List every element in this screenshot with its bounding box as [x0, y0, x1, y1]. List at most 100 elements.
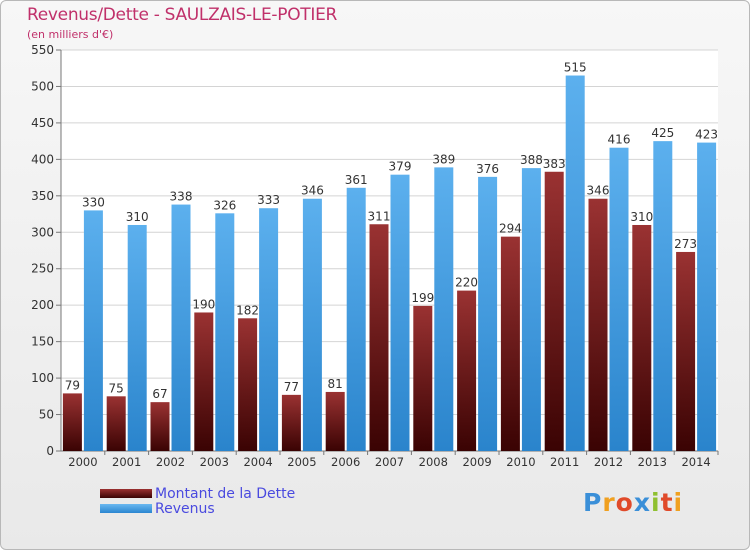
x-tick-label: 2009 [462, 455, 491, 469]
x-tick-label: 2005 [287, 455, 316, 469]
data-label-dette: 77 [284, 380, 299, 394]
bar-revenus [565, 75, 585, 451]
chart-title: Revenus/Dette - SAULZAIS-LE-POTIER [27, 5, 338, 25]
y-tick-label: 300 [31, 225, 54, 239]
y-tick-label: 200 [31, 298, 54, 312]
data-label-dette: 311 [368, 209, 391, 223]
data-label-revenus: 361 [345, 173, 368, 187]
data-label-dette: 81 [328, 377, 343, 391]
bar-dette [413, 305, 433, 451]
bar-dette [457, 290, 477, 451]
bar-revenus [302, 198, 322, 451]
data-label-revenus: 389 [432, 152, 455, 166]
bar-dette [325, 391, 345, 451]
data-label-revenus: 515 [564, 61, 587, 75]
data-label-revenus: 388 [520, 153, 543, 167]
bar-revenus [127, 224, 147, 451]
data-label-dette: 220 [455, 276, 478, 290]
x-tick-label: 2002 [156, 455, 185, 469]
data-label-revenus: 333 [257, 193, 280, 207]
data-label-dette: 79 [65, 378, 80, 392]
bar-dette [544, 171, 564, 451]
data-label-dette: 273 [674, 237, 697, 251]
legend-swatch-dette [100, 489, 152, 498]
bar-dette [676, 251, 696, 451]
logo-letter: x [633, 488, 651, 517]
data-label-dette: 199 [411, 291, 434, 305]
bar-dette [106, 396, 126, 451]
bar-revenus [346, 187, 366, 451]
data-label-revenus: 346 [301, 184, 324, 198]
y-tick-label: 400 [31, 152, 54, 166]
x-tick-label: 2014 [681, 455, 710, 469]
data-label-revenus: 338 [170, 190, 193, 204]
y-tick-label: 350 [31, 189, 54, 203]
x-tick-label: 2012 [594, 455, 623, 469]
x-tick-label: 2008 [419, 455, 448, 469]
y-tick-label: 250 [31, 262, 54, 276]
bar-dette [194, 312, 214, 451]
x-tick-label: 2013 [638, 455, 667, 469]
y-tick-label: 500 [31, 79, 54, 93]
plot-area [61, 50, 718, 451]
bar-dette [238, 318, 258, 451]
data-label-dette: 67 [152, 387, 167, 401]
bar-dette [369, 224, 389, 451]
data-label-revenus: 425 [651, 126, 674, 140]
logo-letter: o [615, 488, 634, 517]
bar-revenus [697, 142, 717, 451]
bar-revenus [259, 208, 279, 451]
bar-revenus [478, 176, 498, 451]
bar-revenus [609, 147, 629, 451]
logo-letter: i [651, 488, 661, 517]
data-label-revenus: 416 [608, 133, 631, 147]
data-label-dette: 346 [587, 184, 610, 198]
bar-dette [62, 393, 82, 451]
x-tick-label: 2010 [506, 455, 535, 469]
bar-revenus [390, 174, 410, 451]
bar-revenus [171, 204, 191, 451]
bar-dette [632, 224, 652, 451]
legend-swatch-revenus [100, 504, 152, 513]
logo-letter: P [583, 488, 603, 517]
bar-revenus [83, 210, 103, 451]
x-tick-label: 2003 [200, 455, 229, 469]
bar-revenus [653, 141, 673, 452]
x-tick-label: 2011 [550, 455, 579, 469]
bar-dette [588, 198, 608, 451]
data-label-dette: 190 [192, 297, 215, 311]
x-tick-label: 2004 [243, 455, 272, 469]
bar-revenus [215, 213, 235, 451]
bar-dette [281, 394, 301, 451]
legend-label-revenus: Revenus [155, 501, 215, 517]
bar-revenus [521, 168, 541, 451]
data-label-dette: 310 [630, 210, 653, 224]
data-label-dette: 294 [499, 222, 522, 236]
y-tick-label: 150 [31, 335, 54, 349]
data-label-dette: 75 [109, 381, 124, 395]
y-tick-label: 100 [31, 371, 54, 385]
logo-letter: i [673, 488, 684, 517]
x-tick-label: 2006 [331, 455, 360, 469]
data-label-dette: 383 [543, 157, 566, 171]
x-tick-label: 2001 [112, 455, 141, 469]
data-label-revenus: 326 [213, 198, 236, 212]
y-tick-label: 550 [31, 43, 54, 57]
data-label-revenus: 330 [82, 195, 105, 209]
y-tick-label: 450 [31, 116, 54, 130]
data-label-revenus: 423 [695, 128, 718, 142]
data-label-revenus: 379 [389, 160, 412, 174]
chart-subtitle: (en milliers d'€) [27, 28, 114, 41]
logo-letter: t [660, 488, 674, 517]
x-tick-label: 2000 [68, 455, 97, 469]
data-label-revenus: 310 [126, 210, 149, 224]
proxiti-logo: Proxiti [583, 488, 683, 517]
y-tick-label: 0 [46, 444, 54, 458]
data-label-revenus: 376 [476, 162, 499, 176]
logo-letter: r [602, 488, 616, 517]
y-tick-label: 50 [39, 408, 54, 422]
data-label-dette: 182 [236, 303, 259, 317]
bar-revenus [434, 167, 454, 451]
x-tick-label: 2007 [375, 455, 404, 469]
